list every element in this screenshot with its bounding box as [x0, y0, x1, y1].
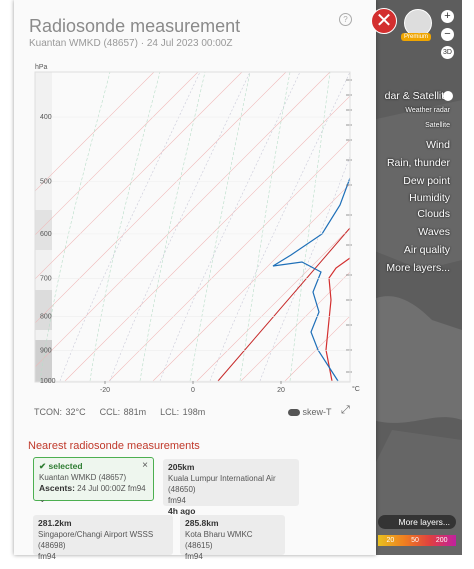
- pressure-tick-label: 400: [40, 114, 52, 121]
- wind-barbs: [346, 79, 352, 373]
- layer-item[interactable]: Air quality: [403, 244, 450, 256]
- station-card-selected[interactable]: ✔ selected × Kuantan WMKD (48657) Ascent…: [33, 457, 154, 504]
- scale-label: 20: [386, 537, 395, 544]
- model: fm94: [38, 552, 56, 561]
- stats: TCON: 32°C CCL: 881m LCL: 198m: [34, 407, 205, 417]
- tcon: TCON: 32°C: [34, 407, 86, 417]
- help-button[interactable]: ?: [339, 13, 352, 26]
- subtitle: Kuantan WMKD (48657) · 24 Jul 2023 00:00…: [29, 38, 233, 49]
- layer-icon[interactable]: [443, 209, 453, 219]
- color-scale: 20 50 200: [378, 535, 456, 546]
- expand-button[interactable]: ⤢: [341, 404, 350, 416]
- temperature-unit: °C: [352, 385, 360, 393]
- layer-item[interactable]: Satellite: [425, 122, 450, 129]
- avatar[interactable]: [404, 9, 432, 37]
- ccl: CCL: 881m: [99, 407, 147, 417]
- pressure-unit: hPa: [35, 64, 48, 71]
- station-name: Kuala Lumpur International Air (48650): [168, 474, 276, 494]
- layer-item[interactable]: Wind: [426, 139, 450, 151]
- layer-item[interactable]: Clouds: [417, 208, 450, 220]
- distance: 205km: [168, 462, 195, 472]
- layer-icon[interactable]: [443, 245, 453, 255]
- temperature-tick-label: 0: [191, 387, 195, 394]
- pressure-tick-label: 800: [40, 314, 52, 321]
- pressure-tick-label: 500: [40, 178, 52, 185]
- toggle-switch[interactable]: [288, 409, 300, 417]
- layer-item[interactable]: Weather radar: [405, 107, 450, 114]
- model: fm94: [168, 496, 186, 505]
- profiles: [217, 177, 350, 382]
- standard-atmosphere-strip: [35, 72, 52, 382]
- layer-item[interactable]: More layers...: [386, 262, 450, 274]
- skewt-toggle[interactable]: skew-T: [288, 407, 332, 417]
- station-card[interactable]: 205km Kuala Lumpur International Air (48…: [163, 459, 299, 516]
- layer-icon[interactable]: [443, 91, 453, 101]
- distance: 281.2km: [38, 518, 72, 528]
- layer-icon[interactable]: [443, 263, 453, 273]
- map-land: [372, 100, 462, 555]
- title: Radiosonde measurement: [29, 16, 241, 36]
- plot-frame: [34, 71, 351, 383]
- ascents-label: Ascents:: [39, 483, 75, 493]
- pressure-tick-label: 700: [40, 275, 52, 282]
- station-card[interactable]: 281.2km Singapore/Changi Airport WSSS (4…: [33, 515, 173, 561]
- layer-icon[interactable]: [443, 158, 453, 168]
- premium-badge: Premium: [401, 33, 432, 41]
- layer-icon[interactable]: [443, 176, 453, 186]
- model: fm94: [185, 552, 203, 561]
- skew-t-diagram: hPa °C 400 500 600 700 800 900 1000 -20 0 20: [34, 64, 360, 394]
- layer-item[interactable]: Humidity: [409, 192, 450, 204]
- isotherms: [35, 72, 350, 382]
- distance: 285.8km: [185, 518, 219, 528]
- temperature-tick-label: 20: [277, 387, 285, 394]
- map-button[interactable]: −: [441, 28, 454, 41]
- selected-label: ✔ selected: [39, 461, 83, 471]
- map-button[interactable]: +: [441, 10, 454, 23]
- station-name: Singapore/Changi Airport WSSS (48698): [38, 530, 154, 550]
- age: 4h ago: [168, 506, 196, 516]
- scale-label: 50: [411, 537, 419, 544]
- close-card[interactable]: ×: [142, 460, 148, 471]
- station-name: Kota Bharu WMKC (48615): [185, 530, 253, 550]
- pressure-tick-label: 1000: [40, 378, 56, 385]
- lcl: LCL: 198m: [160, 407, 206, 417]
- layer-icon[interactable]: [443, 193, 453, 203]
- scale-label: 200: [435, 537, 448, 544]
- temperature-tick-label: -20: [100, 387, 110, 394]
- layer-icon[interactable]: [443, 227, 453, 237]
- more-layers-button[interactable]: More layers...: [378, 515, 456, 529]
- toggle-label: skew-T: [302, 407, 332, 417]
- layer-icon[interactable]: [443, 140, 453, 150]
- layer-item[interactable]: Waves: [418, 226, 450, 238]
- ascents-select[interactable]: 24 Jul 00:00Z fm94: [77, 484, 146, 493]
- station-card[interactable]: 285.8km Kota Bharu WMKC (48615) fm94: [180, 515, 285, 561]
- pressure-tick-label: 900: [40, 348, 52, 355]
- selected-text: selected: [48, 461, 83, 471]
- pressure-tick-label: 600: [40, 231, 52, 238]
- station-name: Kuantan WMKD (48657): [39, 473, 127, 482]
- layer-item[interactable]: dar & Satellite: [384, 90, 450, 102]
- nearest-heading: Nearest radiosonde measurements: [28, 440, 200, 452]
- layer-item[interactable]: Rain, thunder: [386, 157, 450, 169]
- close-button[interactable]: ✕: [371, 8, 397, 34]
- map-button[interactable]: 3D: [441, 46, 454, 59]
- layer-item[interactable]: Dew point: [403, 175, 450, 187]
